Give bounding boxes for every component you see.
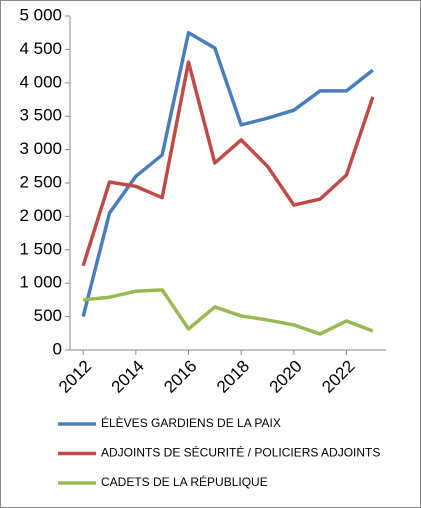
series-line	[81, 60, 375, 267]
y-tick-label: 3 500	[19, 106, 62, 125]
y-tick-label: 3 000	[19, 139, 62, 158]
y-tick-label: 4 500	[19, 39, 62, 58]
y-tick-label: 2 000	[19, 206, 62, 225]
y-tick-label: 1 000	[19, 273, 62, 292]
series-line	[82, 288, 374, 336]
legend-label: CADETS DE LA RÉPUBLIQUE	[101, 474, 268, 489]
legend-label: ADJOINTS DE SÉCURITÉ / POLICIERS ADJOINT…	[101, 445, 380, 460]
series-line	[81, 30, 374, 318]
y-tick-label: 2 500	[19, 172, 62, 191]
y-tick-label: 1 500	[19, 239, 62, 258]
y-tick-label: 5 000	[19, 5, 62, 24]
legend-label: ÉLÈVES GARDIENS DE LA PAIX	[101, 415, 281, 430]
y-tick-label: 500	[34, 306, 62, 325]
y-tick-label: 4 000	[19, 72, 62, 91]
y-tick-label: 0	[53, 339, 62, 358]
